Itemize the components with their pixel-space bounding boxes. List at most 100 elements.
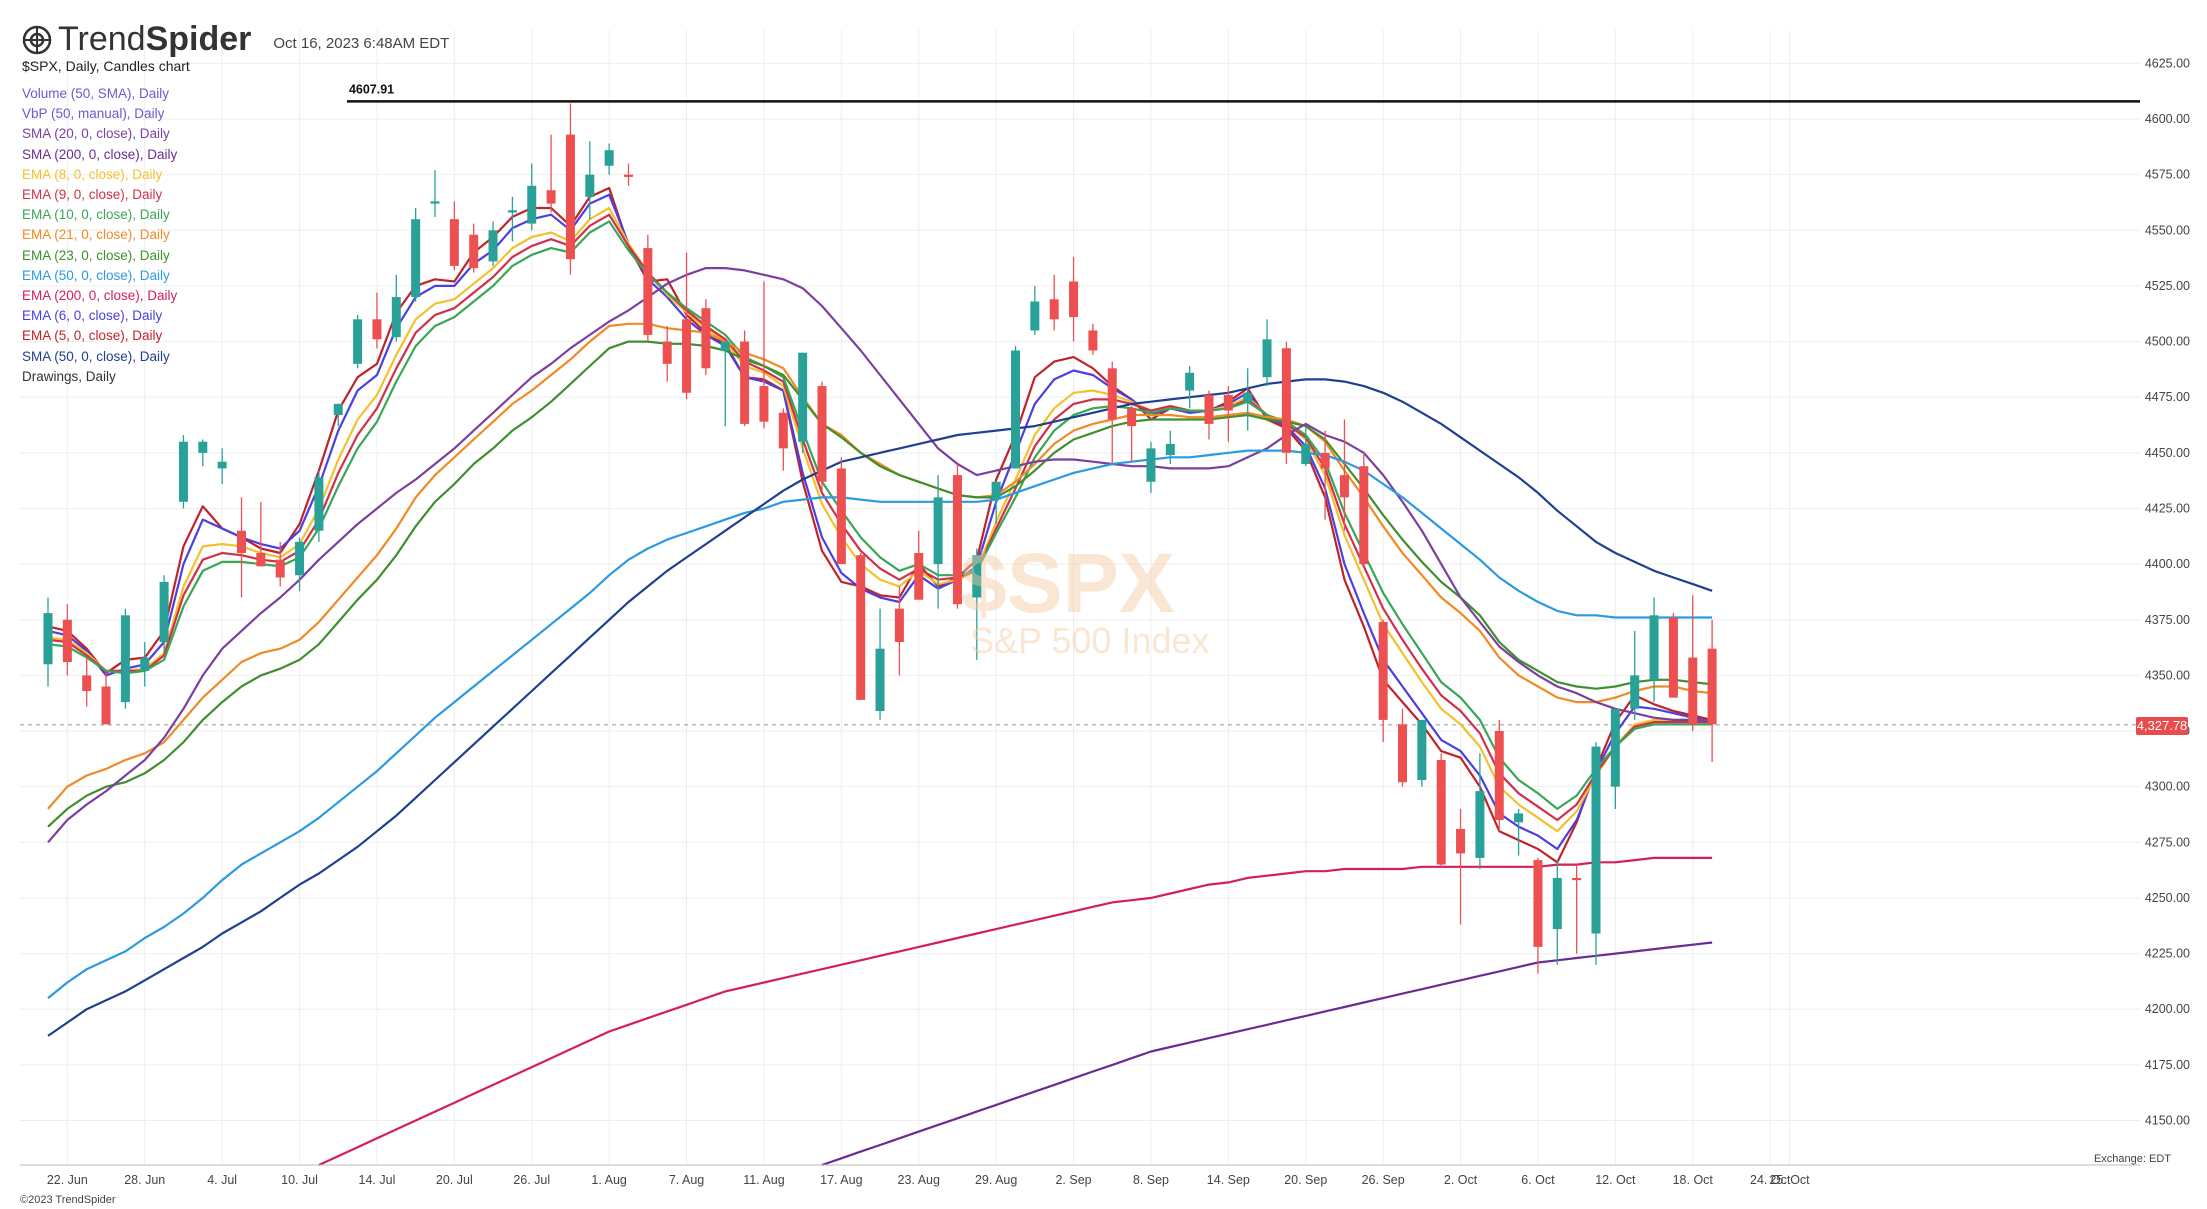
candle-body[interactable]: [759, 386, 769, 422]
candle-body[interactable]: [798, 352, 808, 442]
candle-body[interactable]: [82, 675, 92, 691]
candle-body[interactable]: [933, 497, 943, 565]
candle-body[interactable]: [565, 134, 575, 260]
candle-body[interactable]: [585, 174, 595, 197]
candle-body[interactable]: [1185, 372, 1195, 391]
candle-body[interactable]: [1107, 368, 1117, 420]
candle-body[interactable]: [1591, 746, 1601, 934]
candle-body[interactable]: [1514, 813, 1524, 823]
candle-body[interactable]: [1475, 791, 1485, 858]
candle-body[interactable]: [1165, 443, 1175, 456]
candle-body[interactable]: [1049, 299, 1059, 320]
candle-body[interactable]: [1030, 301, 1040, 331]
candle-body[interactable]: [62, 619, 72, 663]
candle-body[interactable]: [43, 613, 53, 665]
candle-body[interactable]: [1533, 860, 1543, 947]
legend-item[interactable]: SMA (200, 0, close), Daily: [22, 146, 178, 162]
candle-body[interactable]: [391, 297, 401, 338]
candle-body[interactable]: [856, 555, 866, 700]
candle-body[interactable]: [1301, 443, 1311, 464]
candle-body[interactable]: [1668, 617, 1678, 698]
candle-body[interactable]: [256, 552, 266, 567]
candle-body[interactable]: [875, 648, 885, 711]
legend-item[interactable]: Volume (50, SMA), Daily: [22, 86, 170, 101]
legend-item[interactable]: EMA (50, 0, close), Daily: [22, 267, 170, 283]
candle-body[interactable]: [217, 461, 227, 469]
candle-body[interactable]: [1204, 394, 1214, 424]
candle-body[interactable]: [894, 608, 904, 643]
candle-body[interactable]: [101, 686, 111, 725]
candle-body[interactable]: [1707, 648, 1717, 725]
candle-body[interactable]: [120, 615, 130, 703]
candle-body[interactable]: [1146, 448, 1156, 482]
legend-item[interactable]: EMA (200, 0, close), Daily: [22, 288, 178, 304]
candle-body[interactable]: [333, 403, 343, 416]
candle-body[interactable]: [1610, 708, 1620, 787]
candle-body[interactable]: [604, 150, 614, 166]
candle-body[interactable]: [1630, 675, 1640, 709]
candle-body[interactable]: [411, 219, 421, 298]
candle-body[interactable]: [1552, 877, 1562, 930]
chart-symbol-title[interactable]: $SPX, Daily, Candles chart: [22, 58, 190, 74]
legend-item[interactable]: Drawings, Daily: [22, 368, 116, 384]
candle-body[interactable]: [507, 210, 517, 213]
candle-body[interactable]: [295, 541, 305, 576]
candle-body[interactable]: [1494, 731, 1504, 821]
legend-item[interactable]: SMA (50, 0, close), Daily: [22, 348, 170, 364]
candle-body[interactable]: [237, 530, 246, 553]
candle-body[interactable]: [1069, 281, 1079, 318]
legend-item[interactable]: EMA (23, 0, close), Daily: [22, 247, 170, 263]
candle-body[interactable]: [682, 319, 692, 393]
candle-body[interactable]: [1281, 348, 1291, 453]
candle-body[interactable]: [198, 441, 208, 453]
candle-body[interactable]: [1223, 394, 1233, 411]
legend-item[interactable]: EMA (9, 0, close), Daily: [22, 187, 163, 203]
candle-body[interactable]: [1011, 350, 1020, 469]
candle-body[interactable]: [159, 581, 169, 643]
legend-item[interactable]: EMA (5, 0, close), Daily: [22, 328, 163, 344]
candle-body[interactable]: [1688, 657, 1698, 725]
candle-body[interactable]: [952, 475, 962, 605]
candle-body[interactable]: [372, 319, 382, 340]
candle-body[interactable]: [1243, 392, 1253, 402]
horizontal-line-drawing[interactable]: 4607.91: [346, 82, 2140, 103]
candle-body[interactable]: [701, 308, 711, 369]
candle-body[interactable]: [140, 657, 150, 671]
candle-body[interactable]: [488, 230, 498, 262]
candle-body[interactable]: [1127, 408, 1137, 427]
candle-body[interactable]: [817, 386, 827, 482]
candle-body[interactable]: [1339, 475, 1349, 498]
legend-item[interactable]: EMA (10, 0, close), Daily: [22, 207, 170, 223]
candle-body[interactable]: [469, 234, 479, 269]
legend-item[interactable]: VbP (50, manual), Daily: [22, 106, 165, 122]
candle-body[interactable]: [449, 219, 459, 266]
candle-body[interactable]: [1572, 877, 1582, 881]
legend-item[interactable]: EMA (6, 0, close), Daily: [22, 308, 163, 324]
candle-body[interactable]: [720, 341, 730, 351]
candle-body[interactable]: [1320, 452, 1330, 469]
candle-body[interactable]: [1417, 719, 1427, 780]
candle-body[interactable]: [991, 481, 1001, 500]
candle-body[interactable]: [740, 341, 750, 424]
candlesticks[interactable]: [43, 103, 1717, 974]
candle-body[interactable]: [1359, 466, 1369, 565]
candle-body[interactable]: [527, 185, 537, 224]
legend-item[interactable]: EMA (8, 0, close), Daily: [22, 166, 163, 182]
candle-body[interactable]: [275, 559, 285, 578]
candle-body[interactable]: [1456, 828, 1466, 854]
candle-body[interactable]: [1262, 339, 1272, 378]
candle-body[interactable]: [314, 477, 324, 531]
candle-body[interactable]: [353, 319, 363, 364]
candle-body[interactable]: [643, 248, 653, 335]
trendspider-logo[interactable]: TrendSpider: [22, 20, 251, 59]
candle-body[interactable]: [546, 190, 556, 204]
candle-body[interactable]: [662, 341, 672, 364]
candle-body[interactable]: [914, 552, 924, 600]
price-axis[interactable]: 4150.00 4175.00 4200.00 4225.00 4250.00 4275.…: [2145, 56, 2190, 1127]
candle-body[interactable]: [430, 201, 440, 204]
candle-body[interactable]: [1436, 759, 1446, 865]
legend-item[interactable]: EMA (21, 0, close), Daily: [22, 227, 170, 243]
candle-body[interactable]: [836, 468, 846, 565]
candle-body[interactable]: [624, 174, 633, 177]
